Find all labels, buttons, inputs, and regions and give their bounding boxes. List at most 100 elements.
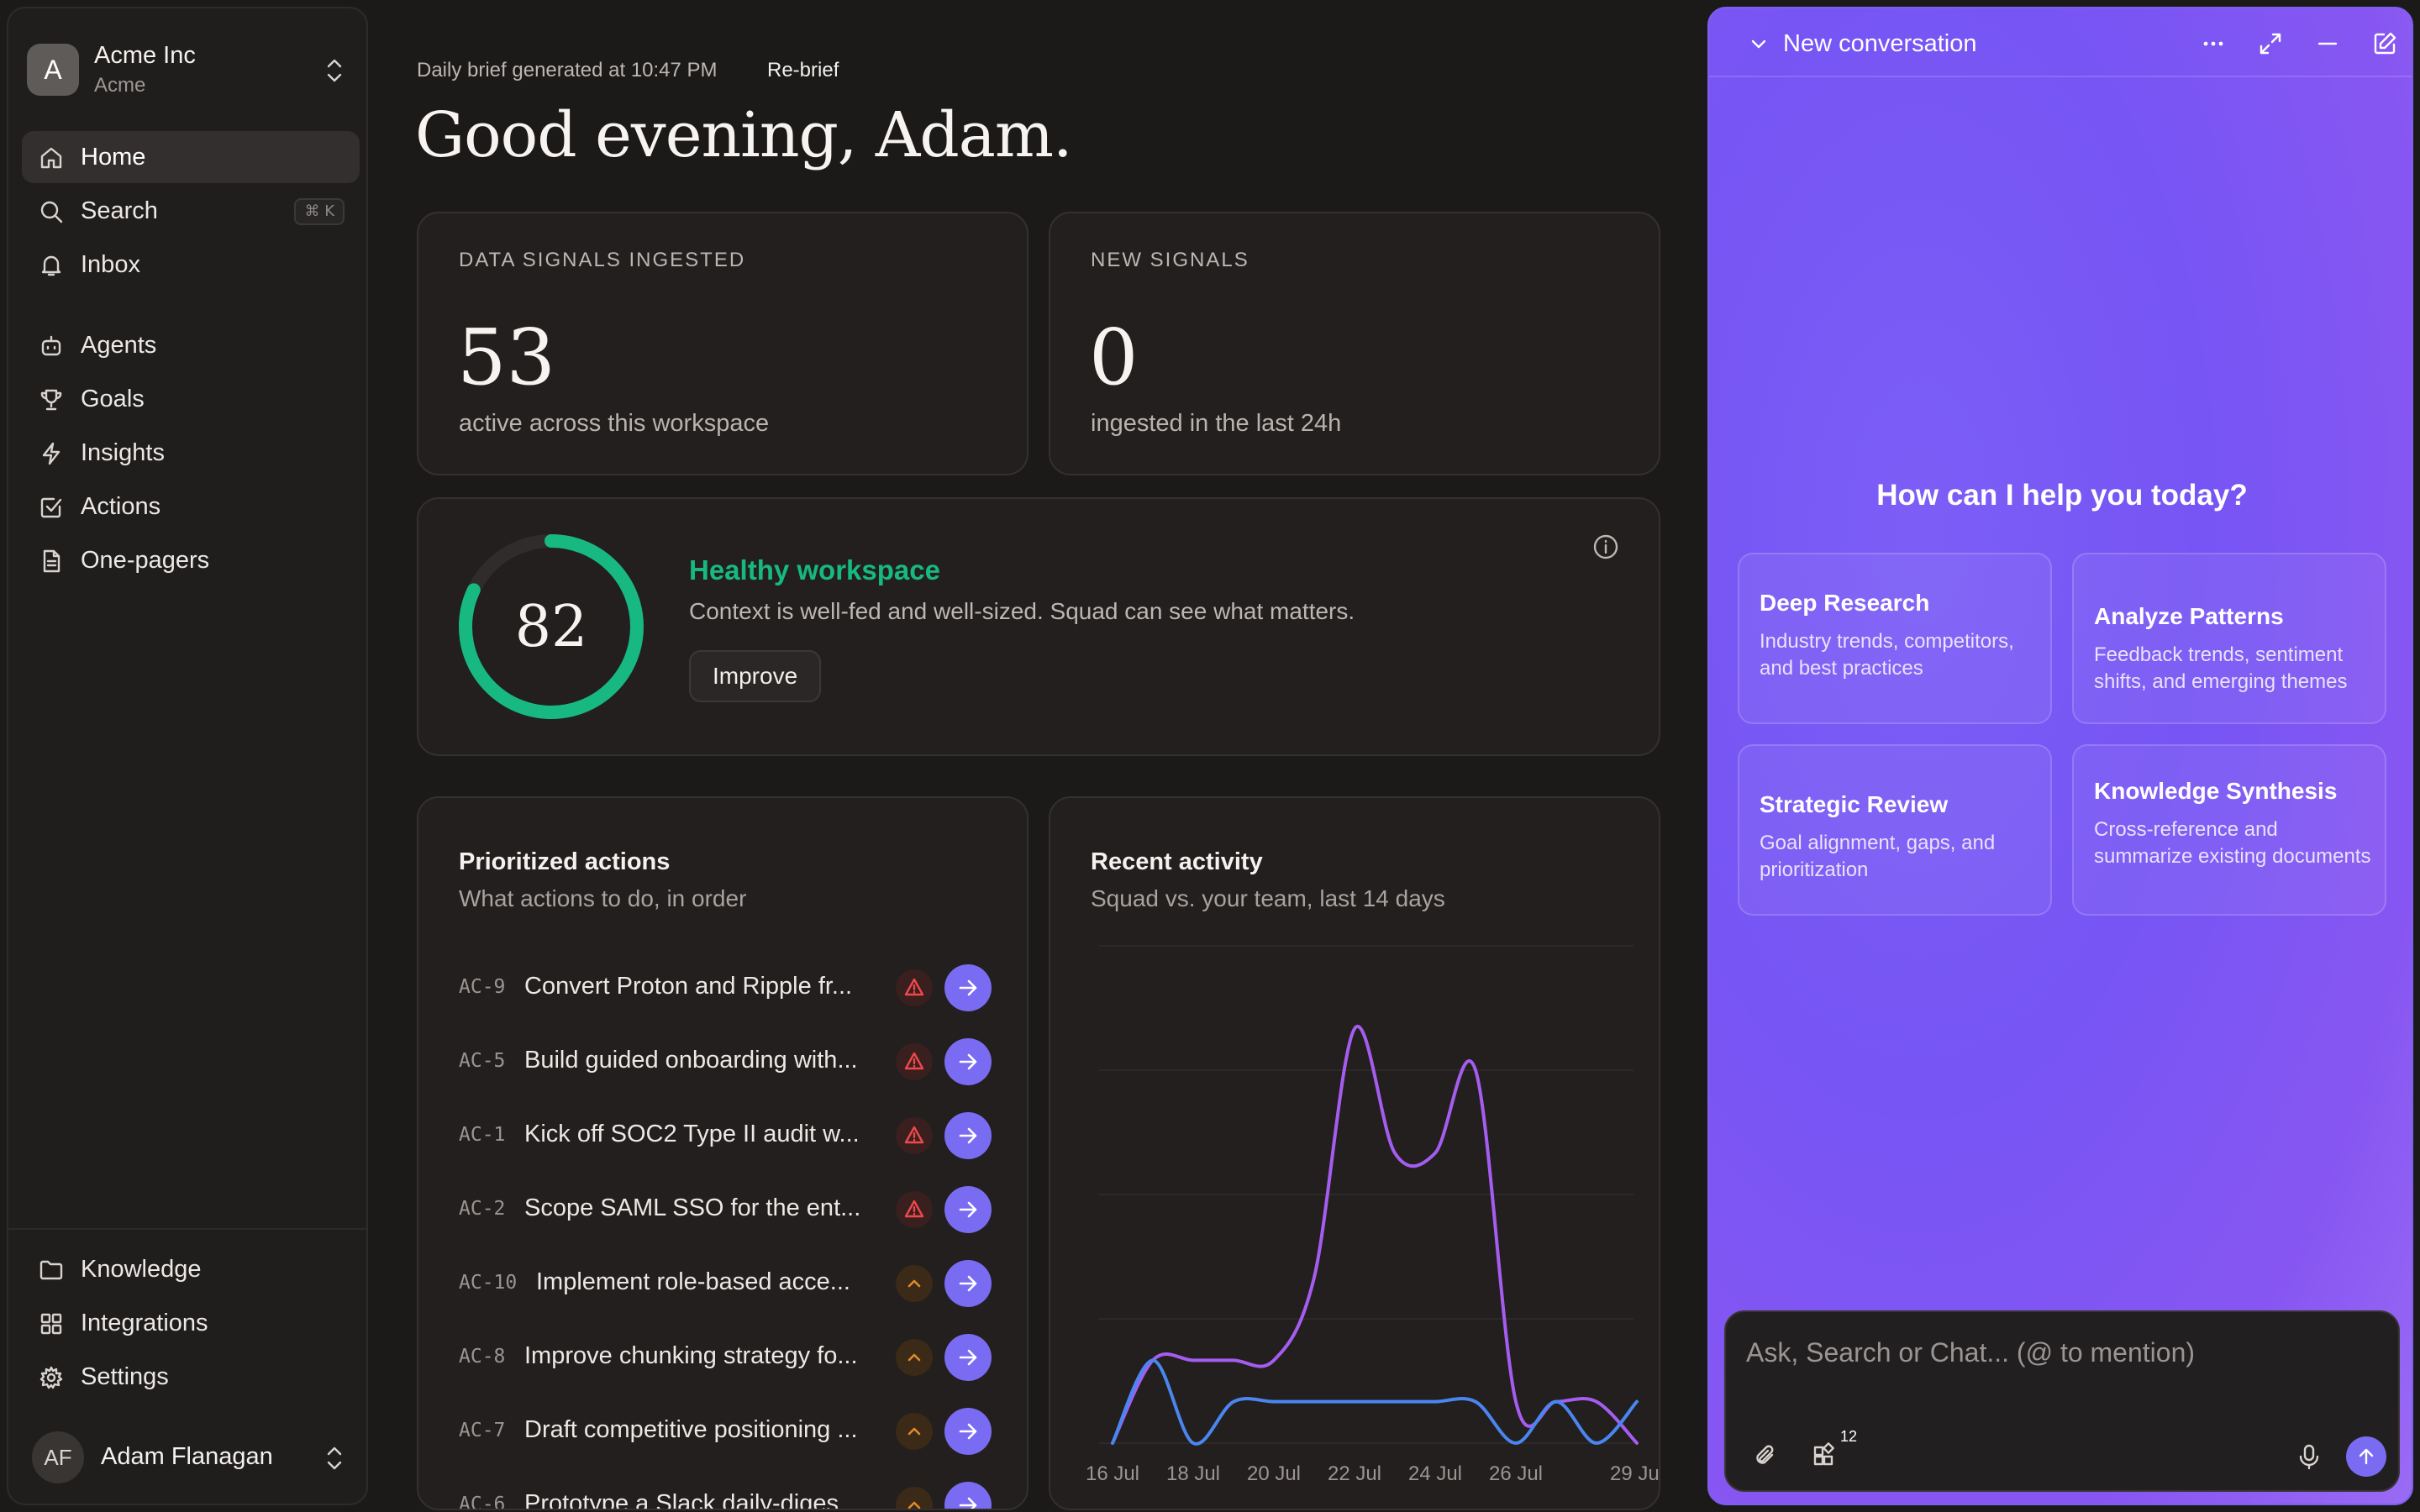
panel-subtitle: What actions to do, in order [459,885,747,911]
high-priority-icon [896,1487,933,1509]
open-action-button[interactable] [944,1112,992,1159]
open-action-button[interactable] [944,1260,992,1307]
nav-actions[interactable]: Actions [22,480,360,533]
arrow-right-icon [959,1497,977,1509]
open-action-button[interactable] [944,1186,992,1233]
x-tick-label: 22 Jul [1328,1462,1381,1485]
page-title: Good evening, Adam. [415,99,1073,171]
action-id: AC-5 [459,1050,506,1072]
nav-goals[interactable]: Goals [22,373,360,425]
nav-agents[interactable]: Agents [22,319,360,371]
nav-settings[interactable]: Settings [22,1351,360,1403]
arrow-right-icon [959,1053,977,1070]
sidebar: A Acme Inc Acme Home Search ⌘ K Inbox Ag… [7,7,368,1505]
metric-sub: ingested in the last 24h [1091,410,1342,437]
compose-icon[interactable] [2370,29,2400,59]
action-title: Draft competitive positioning ... [524,1416,858,1443]
more-icon[interactable] [2198,29,2228,59]
urgent-priority-icon [896,1117,933,1154]
suggestion-desc: Feedback trends, sentiment shifts, and e… [2094,643,2348,693]
panel-title: Prioritized actions [459,848,671,875]
apps-count: 12 [1840,1428,1858,1445]
nav-search[interactable]: Search ⌘ K [22,185,360,237]
expand-icon[interactable] [2255,29,2286,59]
action-title: Convert Proton and Ripple fr... [524,973,853,1000]
suggestion-title: Strategic Review [1760,791,1949,817]
metric-value: 0 [1089,312,1139,402]
action-row[interactable]: AC-2 Scope SAML SSO for the ent... [459,1184,1027,1235]
gear-icon [39,1366,63,1389]
suggestion-desc: Cross-reference and summarize existing d… [2094,818,2371,868]
suggestion-desc: Industry trends, competitors, and best p… [1760,630,2014,680]
trophy-icon [40,389,62,411]
suggestion-strategic-review[interactable]: Strategic Review Goal alignment, gaps, a… [1738,744,2052,916]
action-row[interactable]: AC-10 Implement role-based acce... [459,1258,1027,1309]
microphone-icon[interactable] [2292,1440,2326,1473]
minimize-icon[interactable] [2312,29,2343,59]
arrow-right-icon [959,1349,977,1366]
urgent-priority-icon [896,969,933,1006]
action-row[interactable]: AC-1 Kick off SOC2 Type II audit w... [459,1110,1027,1161]
open-action-button[interactable] [944,1482,992,1509]
apps-icon[interactable] [1808,1440,1842,1473]
series-line-0 [1111,1024,1639,1445]
paperclip-icon[interactable] [1749,1440,1783,1473]
chat-composer: 12 [1724,1310,2400,1492]
arrow-right-icon [959,1127,977,1144]
suggestion-analyze-patterns[interactable]: Analyze Patterns Feedback trends, sentim… [2072,553,2386,724]
nav-home[interactable]: Home [22,131,360,183]
bot-icon [41,335,61,356]
nav-integrations[interactable]: Integrations [22,1297,360,1349]
workspace-sub: Acme [94,74,146,97]
action-id: AC-1 [459,1124,506,1146]
action-row[interactable]: AC-7 Draft competitive positioning ... [459,1406,1027,1457]
open-action-button[interactable] [944,1038,992,1085]
action-row[interactable]: AC-9 Convert Proton and Ripple fr... [459,963,1027,1013]
chevron-down-icon[interactable] [1748,34,1770,55]
nav-settings-label: Settings [81,1362,169,1390]
assistant-header: New conversation [1709,8,2412,77]
search-icon [40,201,63,223]
suggestion-title: Analyze Patterns [2094,603,2284,629]
improve-button[interactable]: Improve [689,650,822,702]
action-id: AC-8 [459,1346,506,1368]
x-tick-label: 18 Jul [1166,1462,1220,1485]
assistant-greeting: How can I help you today? [1876,479,2248,512]
action-title: Improve chunking strategy fo... [524,1342,858,1369]
health-score-ring [459,534,644,719]
action-row[interactable]: AC-8 Improve chunking strategy fo... [459,1332,1027,1383]
suggestion-title: Knowledge Synthesis [2094,778,2338,804]
nav-insights[interactable]: Insights [22,427,360,479]
grid-icon [40,1313,62,1335]
open-action-button[interactable] [944,1408,992,1455]
nav-inbox[interactable]: Inbox [22,239,360,291]
nav-agents-label: Agents [81,331,157,359]
suggestion-knowledge-synthesis[interactable]: Knowledge Synthesis Cross-reference and … [2072,744,2386,916]
folder-icon [39,1260,63,1280]
send-button[interactable] [2346,1436,2386,1477]
action-row[interactable]: AC-6 Prototype a Slack daily-diges [459,1480,1027,1509]
open-action-button[interactable] [944,964,992,1011]
workspace-switcher[interactable]: A Acme Inc Acme [27,37,351,104]
signals-ingested-card: DATA SIGNALS INGESTED 53 active across t… [417,212,1028,475]
user-name: Adam Flanagan [101,1443,273,1470]
chat-input[interactable] [1746,1332,2368,1373]
arrow-right-icon [959,1201,977,1218]
user-menu[interactable]: AF Adam Flanagan [27,1428,351,1487]
action-row[interactable]: AC-5 Build guided onboarding with... [459,1037,1027,1087]
suggestion-deep-research[interactable]: Deep Research Industry trends, competito… [1738,553,2052,724]
nav-knowledge[interactable]: Knowledge [22,1243,360,1295]
open-action-button[interactable] [944,1334,992,1381]
arrow-right-icon [959,1423,977,1440]
action-title: Scope SAML SSO for the ent... [524,1194,861,1221]
nav-home-label: Home [81,143,146,171]
high-priority-icon [896,1265,933,1302]
x-tick-label: 26 Jul [1489,1462,1543,1485]
info-icon[interactable] [1591,533,1620,561]
panel-subtitle: Squad vs. your team, last 14 days [1091,885,1445,911]
nav-onepagers[interactable]: One-pagers [22,534,360,586]
conversation-title[interactable]: New conversation [1783,30,1977,57]
rebrief-button[interactable]: Re-brief [767,59,839,81]
workspace-avatar: A [27,44,79,96]
document-icon [43,549,60,573]
